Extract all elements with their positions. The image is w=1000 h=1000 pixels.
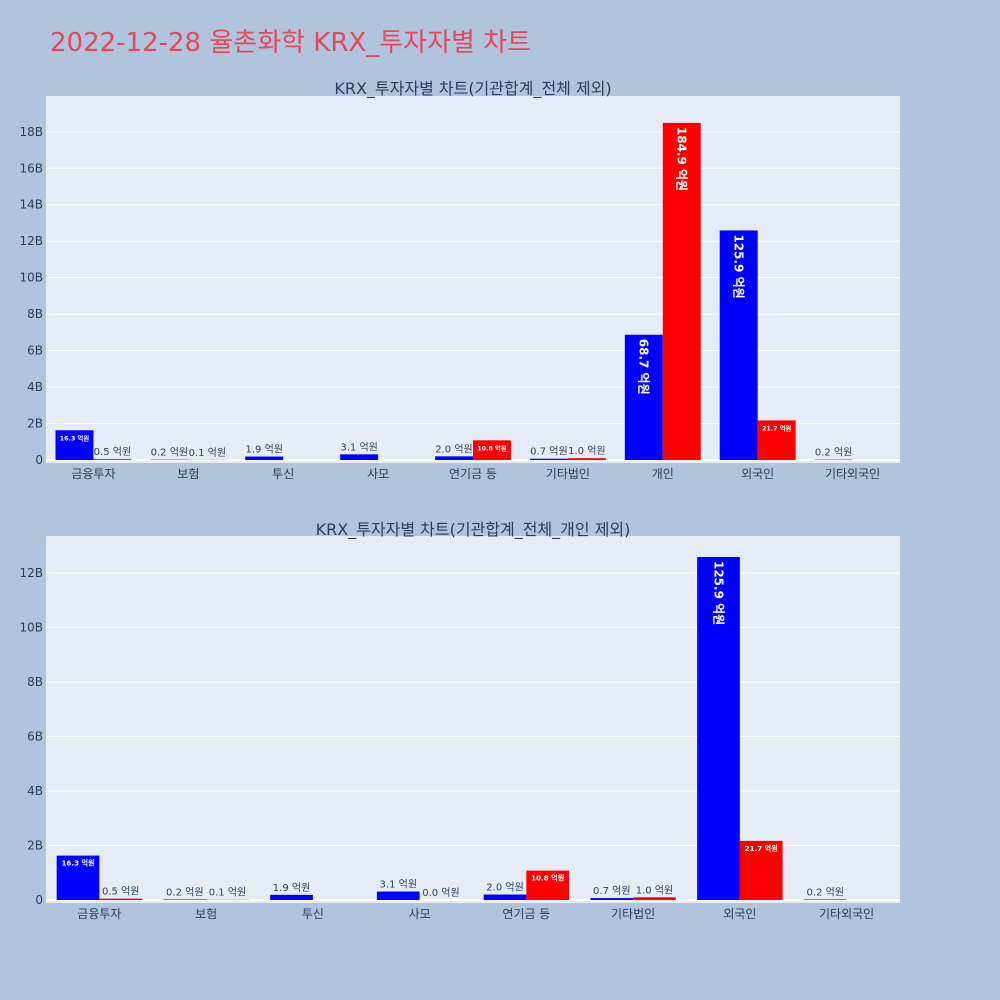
bar [93, 459, 132, 460]
data-label: 0.2 억원 [815, 447, 852, 459]
data-label: 2.0 억원 [435, 443, 472, 455]
data-label: 0.2 억원 [166, 886, 203, 898]
bar [803, 899, 847, 900]
y-tick-label: 4B [27, 380, 43, 394]
y-tick-label: 8B [27, 307, 43, 321]
bar [376, 891, 420, 900]
data-label: 0.5 억원 [94, 446, 131, 458]
bar [483, 894, 527, 900]
bar [697, 556, 740, 900]
bar [340, 454, 379, 460]
data-label: 3.1 억원 [380, 879, 417, 891]
y-tick-label: 8B [27, 675, 43, 689]
x-tick-label: 기타외국인 [825, 467, 880, 481]
x-tick-label: 사모 [409, 907, 431, 921]
bar [99, 898, 143, 900]
data-label: 0.7 억원 [530, 446, 567, 458]
y-tick-label: 12B [19, 566, 43, 580]
x-tick-label: 연기금 등 [502, 907, 550, 921]
plot-area [46, 96, 900, 463]
page-title: 2022-12-28 율촌화학 KRX_투자자별 차트 [50, 28, 532, 58]
y-tick-label: 0 [35, 893, 43, 907]
bar [55, 430, 94, 460]
x-tick-label: 기타법인 [611, 907, 655, 921]
data-label: 0.5 억원 [102, 886, 139, 898]
data-label: 3.1 억원 [340, 441, 377, 453]
data-label: 1.0 억원 [636, 884, 673, 896]
y-tick-label: 10B [19, 621, 43, 635]
data-label: 0.1 억원 [189, 447, 226, 459]
data-label: 1.9 억원 [246, 444, 283, 456]
data-label: 125.9 억원 [731, 234, 745, 298]
x-tick-label: 외국인 [723, 907, 756, 921]
chart-title: KRX_투자자별 차트(기관합계_전체 제외) [334, 79, 611, 99]
data-label: 0.7 억원 [593, 885, 630, 897]
x-tick-label: 기타법인 [546, 467, 590, 481]
bar [473, 440, 511, 460]
bar [590, 898, 634, 900]
x-tick-label: 금융투자 [77, 907, 121, 921]
x-tick-label: 보험 [195, 907, 217, 921]
x-tick-label: 외국인 [741, 467, 774, 481]
data-label: 184.9 억원 [675, 127, 689, 191]
data-label: 2.0 억원 [486, 882, 523, 894]
data-label: 68.7 억원 [637, 339, 651, 395]
x-tick-label: 기타외국인 [819, 907, 874, 921]
chart-title: KRX_투자자별 차트(기관합계_전체_개인 제외) [316, 520, 631, 540]
data-label: 21.7 억원 [762, 423, 792, 432]
bar [529, 458, 568, 460]
data-label: 125.9 억원 [711, 561, 725, 625]
y-tick-label: 18B [19, 125, 43, 139]
y-tick-label: 4B [27, 784, 43, 798]
data-label: 0.1 억원 [209, 887, 246, 899]
bar [526, 870, 570, 900]
data-label: 21.7 억원 [745, 844, 778, 853]
bar [633, 897, 676, 900]
bar [163, 899, 207, 900]
data-label: 0.0 억원 [422, 887, 459, 899]
data-label: 16.3 억원 [61, 859, 94, 868]
bar [56, 855, 100, 900]
bar [270, 894, 313, 900]
data-label: 10.8 억원 [531, 874, 564, 883]
y-tick-label: 12B [19, 234, 43, 248]
bar [719, 230, 758, 460]
y-tick-label: 0 [35, 453, 43, 467]
y-tick-label: 16B [19, 161, 43, 175]
data-label: 1.0 억원 [568, 445, 605, 457]
y-tick-label: 6B [27, 344, 43, 358]
data-label: 1.9 억원 [273, 882, 310, 894]
bar [662, 122, 701, 461]
x-tick-label: 사모 [367, 467, 389, 481]
y-tick-label: 2B [27, 839, 43, 853]
chart-1: 0 2B 4B 6B 8B 10B 12B 14B 16B 18B KRX_투자자별 차트(기관합계… [19, 79, 900, 481]
x-tick-label: 보험 [177, 467, 199, 481]
x-tick-label: 연기금 등 [449, 467, 497, 481]
bar [624, 334, 663, 460]
data-label: 10.8 억원 [477, 443, 507, 452]
bar [245, 456, 284, 460]
data-label: 0.2 억원 [151, 447, 188, 459]
bar [567, 458, 606, 460]
x-tick-label: 개인 [652, 467, 674, 481]
data-label: 16.3 억원 [60, 433, 90, 442]
data-label: 0.2 억원 [807, 886, 844, 898]
y-tick-label: 6B [27, 730, 43, 744]
y-tick-label: 10B [19, 271, 43, 285]
bar [757, 420, 796, 460]
y-tick-label: 14B [19, 198, 43, 212]
x-tick-label: 금융투자 [71, 467, 115, 481]
bar [739, 840, 783, 900]
x-tick-label: 투신 [302, 907, 324, 921]
y-tick-label: 2B [27, 417, 43, 431]
chart-2: 0 2B 4B 6B 8B 10B 12B KRX_투자자별 차트(기관합계_전체_개인 제외… [19, 520, 900, 921]
bar [435, 456, 473, 460]
x-tick-label: 투신 [272, 467, 294, 481]
